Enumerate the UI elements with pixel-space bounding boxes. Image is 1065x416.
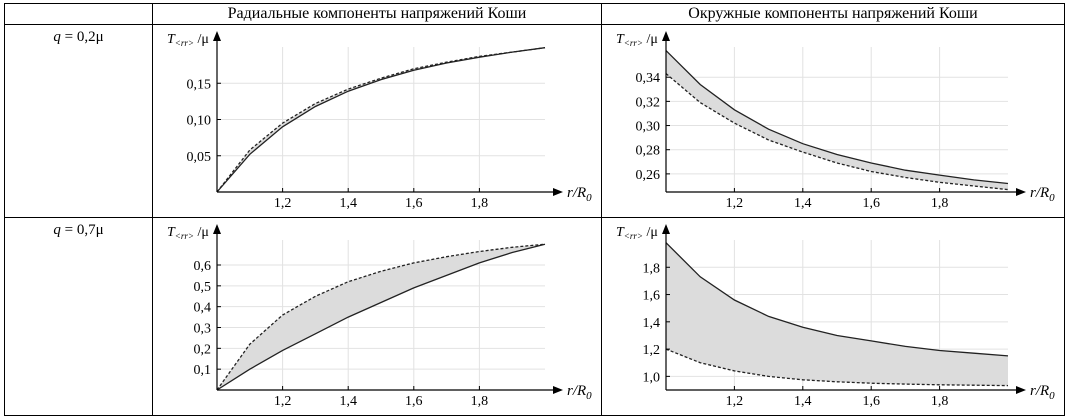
solid-curve	[665, 50, 1009, 185]
y-axis-label: T<rr> /μ	[616, 32, 658, 48]
y-tick-label: 0,15	[187, 77, 212, 92]
x-tick-label: 1,4	[794, 196, 812, 211]
q-symbol: q	[53, 29, 61, 45]
solid-curve	[216, 243, 546, 391]
x-axis-label: r/R0	[1030, 383, 1055, 402]
y-axis-arrow	[213, 224, 221, 234]
y-axis-label: T<rr> /μ	[616, 225, 658, 241]
y-axis-arrow	[662, 224, 670, 234]
x-tick-label: 1,6	[862, 196, 880, 211]
x-tick-label: 1,6	[405, 196, 423, 211]
x-axis-label: r/R0	[567, 185, 592, 204]
cell-hoop-q-0-7: 1,2 1,4 1,6 1,8 1,0 1,2 1,4 1,6 1,8 r/R0 T<rr> /μ	[601, 217, 1065, 416]
y-tick-label: 1,0	[643, 370, 661, 385]
y-tick-label: 1,4	[643, 316, 661, 331]
y-tick-label: 0,4	[194, 301, 212, 316]
x-tick-label: 1,8	[471, 196, 489, 211]
x-tick-label: 1,4	[339, 394, 357, 409]
row-q-0-7: q = 0,7μ 1,2 1,4 1,6 1,8 0,1 0,2 0,3 0,4 0,5 0,6 r…	[4, 217, 1065, 416]
x-tick-label: 1,8	[471, 394, 489, 409]
corner-cell	[4, 3, 153, 25]
x-axis-arrow	[1016, 188, 1026, 196]
x-tick-label: 1,8	[931, 394, 949, 409]
chart-radial-q-0-2: 1,2 1,4 1,6 1,8 0,05 0,10 0,15 r/R0 T<rr> /μ	[167, 31, 592, 211]
band-fill	[666, 242, 1008, 386]
q-symbol: q	[53, 222, 61, 238]
y-tick-label: 0,3	[194, 322, 212, 337]
cell-radial-q-0-2: 1,2 1,4 1,6 1,8 0,05 0,10 0,15 r/R0 T<rr> /μ	[152, 24, 602, 218]
y-tick-label: 0,30	[636, 120, 661, 135]
x-tick-label: 1,8	[931, 196, 949, 211]
y-tick-label: 1,2	[643, 343, 661, 358]
y-tick-label: 0,26	[636, 168, 661, 183]
y-axis-arrow	[213, 31, 221, 41]
x-tick-label: 1,4	[794, 394, 812, 409]
q-value: = 0,7μ	[60, 222, 104, 238]
x-axis-label: r/R0	[1030, 185, 1055, 204]
cell-hoop-q-0-2: 1,2 1,4 1,6 1,8 0,26 0,28 0,30 0,32 0,34 r/R0 T<rr…	[601, 24, 1065, 218]
x-tick-label: 1,2	[726, 394, 744, 409]
y-tick-label: 0,28	[636, 144, 661, 159]
dashed-curve	[665, 348, 1009, 387]
chart-radial-q-0-7: 1,2 1,4 1,6 1,8 0,1 0,2 0,3 0,4 0,5 0,6 r/R0 T<rr> …	[167, 224, 592, 409]
x-axis-arrow	[1016, 386, 1026, 394]
x-tick-label: 1,4	[339, 196, 357, 211]
y-tick-label: 0,5	[194, 280, 212, 295]
band-fill	[217, 244, 545, 390]
x-axis-arrow	[553, 188, 563, 196]
chart-hoop-q-0-7: 1,2 1,4 1,6 1,8 1,0 1,2 1,4 1,6 1,8 r/R0 T<rr> /μ	[616, 224, 1055, 409]
row-label-q-0-7: q = 0,7μ	[4, 217, 153, 416]
y-axis-label: T<rr> /μ	[167, 32, 209, 48]
y-tick-label: 0,05	[187, 150, 212, 165]
solid-curve	[665, 242, 1009, 357]
x-axis-arrow	[553, 386, 563, 394]
y-tick-label: 0,2	[194, 342, 212, 357]
y-tick-label: 0,10	[187, 114, 212, 129]
band-fill	[666, 50, 1008, 190]
y-tick-label: 1,8	[643, 261, 661, 276]
header-row: Радиальные компоненты напряжений Коши Ок…	[4, 3, 1065, 25]
x-tick-label: 1,2	[726, 196, 744, 211]
y-axis-arrow	[662, 31, 670, 41]
dashed-curve	[665, 73, 1009, 191]
chart-hoop-q-0-2: 1,2 1,4 1,6 1,8 0,26 0,28 0,30 0,32 0,34 r/R0 T<rr…	[616, 31, 1055, 211]
y-tick-label: 1,6	[643, 289, 661, 304]
figure-table: Радиальные компоненты напряжений Коши Ок…	[4, 3, 1065, 416]
x-tick-label: 1,2	[274, 394, 292, 409]
x-tick-label: 1,6	[405, 394, 423, 409]
x-tick-label: 1,6	[862, 394, 880, 409]
col-header-radial: Радиальные компоненты напряжений Коши	[152, 3, 602, 25]
col-header-hoop: Окружные компоненты напряжений Коши	[601, 3, 1065, 25]
cell-radial-q-0-7: 1,2 1,4 1,6 1,8 0,1 0,2 0,3 0,4 0,5 0,6 r/R0 T<rr> …	[152, 217, 602, 416]
x-axis-label: r/R0	[567, 383, 592, 402]
q-value: = 0,2μ	[60, 29, 104, 45]
dashed-curve	[216, 243, 546, 391]
y-tick-label: 0,6	[194, 259, 212, 274]
y-axis-label: T<rr> /μ	[167, 225, 209, 241]
row-label-q-0-2: q = 0,2μ	[4, 24, 153, 218]
y-tick-label: 0,1	[194, 363, 212, 378]
y-tick-label: 0,34	[636, 71, 661, 86]
y-tick-label: 0,32	[636, 95, 661, 110]
x-tick-label: 1,2	[274, 196, 292, 211]
dashed-curve	[216, 47, 546, 193]
row-q-0-2: q = 0,2μ 1,2 1,4 1,6 1,8 0,05 0,10 0,15 r/R0 T<r…	[4, 24, 1065, 218]
